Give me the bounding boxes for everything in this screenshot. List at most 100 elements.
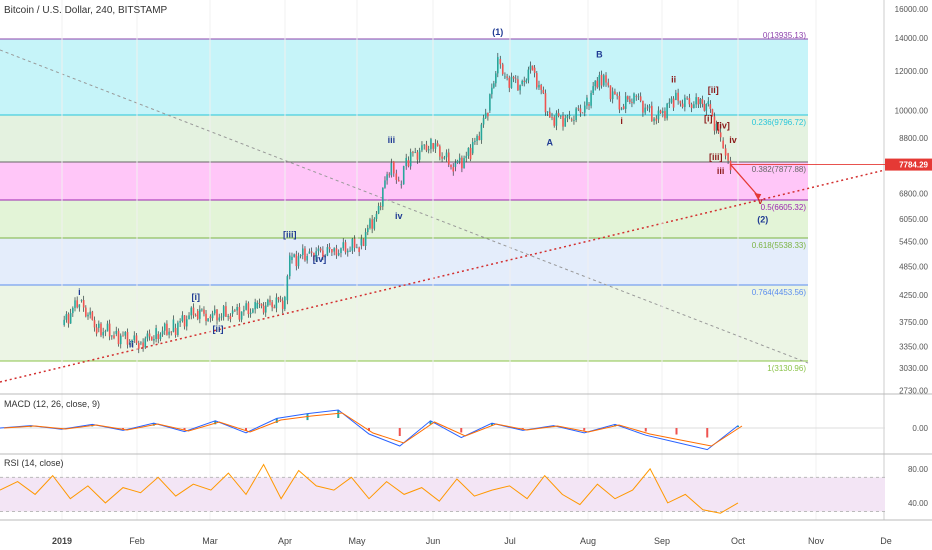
candle-body [540,84,542,90]
candle-body [607,82,610,86]
candle-body [583,105,586,113]
candle-body [170,331,173,333]
candle-body [657,110,660,120]
candle-body [137,343,140,349]
candle-body [476,135,478,141]
candle-body [425,144,428,151]
candle-body [553,117,556,126]
candle-body [135,335,138,344]
wave-label: [iv] [716,121,730,131]
candle-body [531,65,534,71]
candle-body [622,106,625,109]
candle-body [497,57,499,74]
candle-body [291,256,293,261]
candle-body [367,227,369,233]
y-tick-label: 6800.00 [899,190,928,199]
y-tick-label: 5450.00 [899,237,928,246]
candle-body [544,93,547,113]
candle-body [414,152,416,153]
candle-body [360,238,363,246]
candle-body [445,152,448,158]
candle-body [238,307,241,320]
candle-body [74,300,76,308]
candle-body [600,74,603,86]
candle-body [598,75,601,88]
wave-label: v [758,196,763,206]
rsi-tick-label: 80.00 [908,465,929,474]
candle-body [335,248,338,256]
candle-body [122,335,124,337]
uptrend-line [0,169,886,383]
candle-body [252,309,254,313]
candle-body [379,206,382,207]
wave-label: [iv] [313,254,327,264]
candle-body [575,108,577,121]
candle-body [310,251,313,253]
macd-histogram-bar [675,428,678,435]
candle-body [533,67,536,74]
candle-body [684,97,686,107]
candle-body [436,143,439,147]
wave-label: [i] [704,114,713,124]
candle-body [551,117,553,118]
candle-body [342,242,345,249]
macd-histogram-bar [368,428,370,431]
candle-body [562,115,564,127]
candle-body [605,75,607,83]
candle-body [126,332,129,345]
x-tick-label: De [880,536,892,546]
macd-histogram-bar [737,425,739,428]
candle-body [602,75,605,86]
candle-body [409,151,412,167]
candle-body [594,80,597,87]
candle-body [146,333,149,339]
candle-body [555,112,558,126]
candle-body [536,73,538,88]
fib-label: 1(3130.96) [767,364,806,373]
candle-body [72,307,74,314]
candle-body [128,342,131,345]
candle-body [717,123,720,133]
candle-body [439,146,441,157]
macd-histogram-bar [214,420,217,425]
wave-label: ii [671,74,676,84]
candle-body [302,248,304,255]
candle-body [592,86,594,93]
macd-histogram-bar [644,428,647,432]
downtrend-line [0,49,809,364]
rsi-title: RSI (14, close) [4,458,64,468]
candle-body [188,315,190,320]
last-price-label: 7784.29 [899,161,928,170]
macd-histogram-bar [245,428,247,431]
candle-body [395,173,398,180]
candle-body [581,112,584,114]
y-tick-label: 2730.00 [899,387,928,396]
candle-body [95,327,98,334]
candle-body [666,103,668,119]
candle-body [705,103,708,111]
candle-body [373,218,376,229]
candle-body [133,335,136,341]
rsi-line [0,463,739,514]
candle-body [447,152,450,165]
macd-histogram-bar [398,428,401,436]
candle-body [388,174,391,176]
candle-body [501,64,504,75]
macd-signal-line [3,412,743,447]
candle-body [635,95,638,97]
candle-body [416,152,419,160]
candle-body [664,111,666,119]
projection-arrow [730,164,759,197]
candle-body [715,123,718,131]
candle-body [393,161,395,174]
fib-label: 0(13935.13) [763,31,806,40]
candle-body [484,112,487,118]
candle-body [102,332,104,336]
candle-body [69,313,72,324]
candle-body [609,85,612,100]
fib-label: 0.236(9796.72) [752,118,807,127]
candle-body [693,104,695,108]
candle-body [434,143,437,149]
symbol-title: Bitcoin / U.S. Dollar, 240, BITSTAMP [4,5,168,16]
